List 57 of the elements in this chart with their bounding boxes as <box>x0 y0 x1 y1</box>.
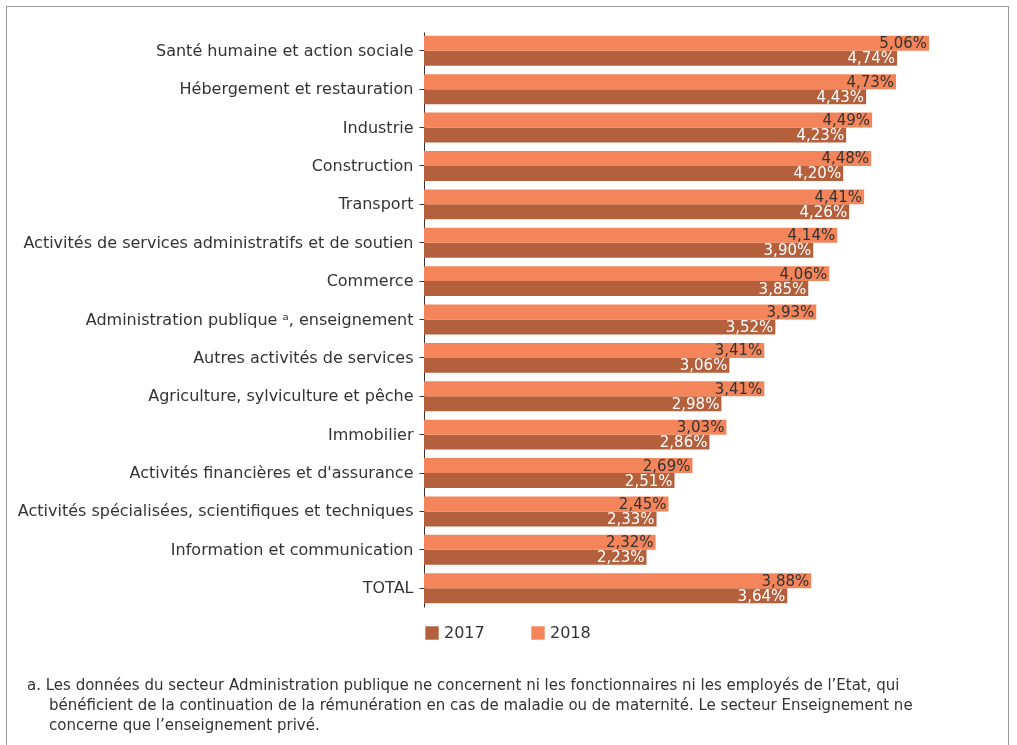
bar <box>424 112 873 128</box>
bar <box>424 381 765 397</box>
bar <box>424 511 657 527</box>
data-label: 2,45% <box>618 494 667 513</box>
legend-label: 2018 <box>550 623 591 642</box>
bar <box>424 150 872 166</box>
y-tick-label: Activités de services administratifs et de soutien <box>23 232 414 252</box>
bar <box>424 588 788 604</box>
bar <box>424 127 847 143</box>
bar <box>424 266 830 282</box>
y-tick-label: Agriculture, sylviculture et pêche <box>148 386 414 406</box>
bar <box>424 89 867 105</box>
bar <box>424 549 647 565</box>
bar <box>424 342 765 358</box>
data-label: 4,41% <box>814 187 863 206</box>
data-label: 2,86% <box>659 433 708 452</box>
y-tick-label: Activités spécialisées, scientifiques et techniques <box>17 501 414 521</box>
bar <box>424 496 669 512</box>
bar <box>424 434 710 450</box>
data-label: 2,69% <box>642 456 691 475</box>
data-label: 3,88% <box>761 571 810 590</box>
y-tick-label: Autres activités de services <box>193 347 414 367</box>
bar <box>424 357 730 373</box>
y-tick-label: Commerce <box>326 271 414 291</box>
data-label: 4,06% <box>779 264 828 283</box>
bar <box>424 473 675 489</box>
legend-label: 2017 <box>444 623 485 642</box>
y-tick-label: Administration publique ᵃ, enseignement <box>85 309 414 329</box>
bar <box>424 35 929 51</box>
data-label: 3,90% <box>763 241 812 260</box>
bar <box>424 204 850 220</box>
text: a. Les données du secteur Administration publique ne concernent ni les fonctionnaires ni les employés de l’Etat, qui bénéficient de la continuation de la rémunération en cas de maladie ou de maternité. Le secteur Enseignement ne concerne que l’enseignement privé. <box>27 675 914 735</box>
y-tick-label: Transport <box>337 194 414 214</box>
y-tick-label: Activités financières et d'assurance <box>129 463 414 483</box>
bar <box>424 396 722 412</box>
bar <box>424 419 727 435</box>
y-tick-label: Santé humaine et action sociale <box>156 40 414 60</box>
bar <box>424 74 897 90</box>
y-tick-label: Hébergement et restauration <box>179 79 414 99</box>
bar <box>424 573 812 589</box>
bar <box>424 281 809 297</box>
bar <box>424 227 838 243</box>
bar <box>424 189 865 205</box>
y-tick-label: Information et communication <box>170 539 414 559</box>
y-tick-label: Immobilier <box>327 424 414 444</box>
bar <box>424 50 898 66</box>
y-tick-label: Industrie <box>342 117 414 137</box>
bar <box>424 242 814 258</box>
data-label: 4,23% <box>796 126 845 145</box>
bar <box>424 304 817 320</box>
bar <box>424 165 844 181</box>
y-tick-label: TOTAL <box>361 578 414 598</box>
bar <box>424 534 656 550</box>
y-tick-label: Construction <box>311 155 414 175</box>
data-label: 4,73% <box>846 72 895 91</box>
data-label: 3,52% <box>725 317 774 336</box>
bar <box>424 458 693 474</box>
